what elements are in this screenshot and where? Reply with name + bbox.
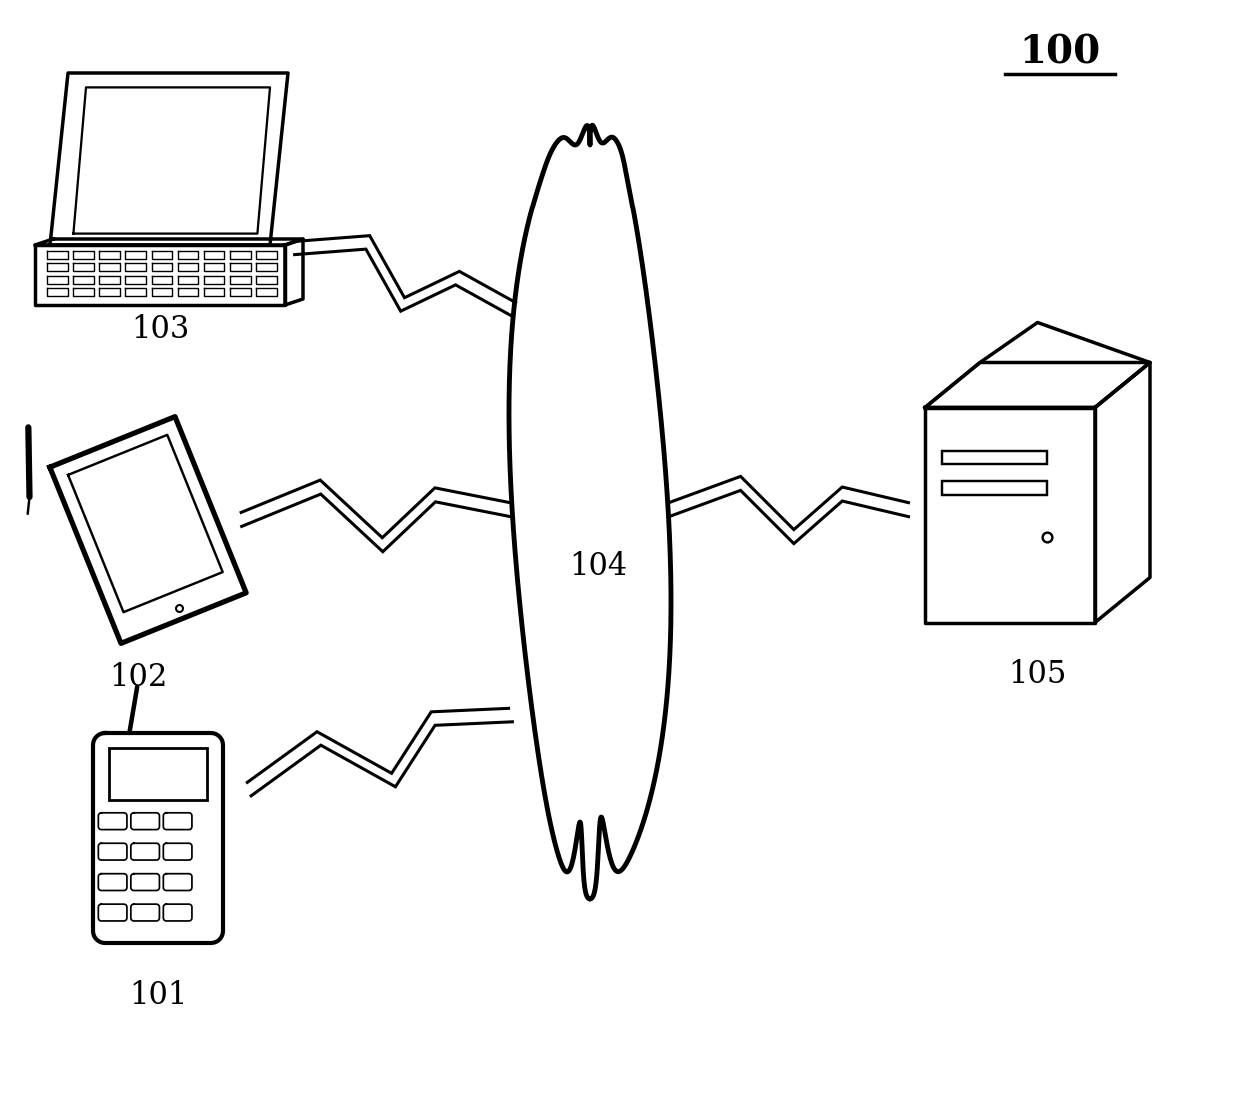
Bar	[109, 747, 207, 800]
Text: 102: 102	[109, 662, 167, 692]
Text: 101: 101	[129, 979, 187, 1010]
Bar	[942, 480, 1048, 495]
Text: 105: 105	[1008, 659, 1066, 690]
Bar	[942, 451, 1048, 465]
Text: 104: 104	[569, 551, 627, 581]
Text: 103: 103	[130, 314, 190, 345]
Text: 100: 100	[1019, 33, 1101, 71]
